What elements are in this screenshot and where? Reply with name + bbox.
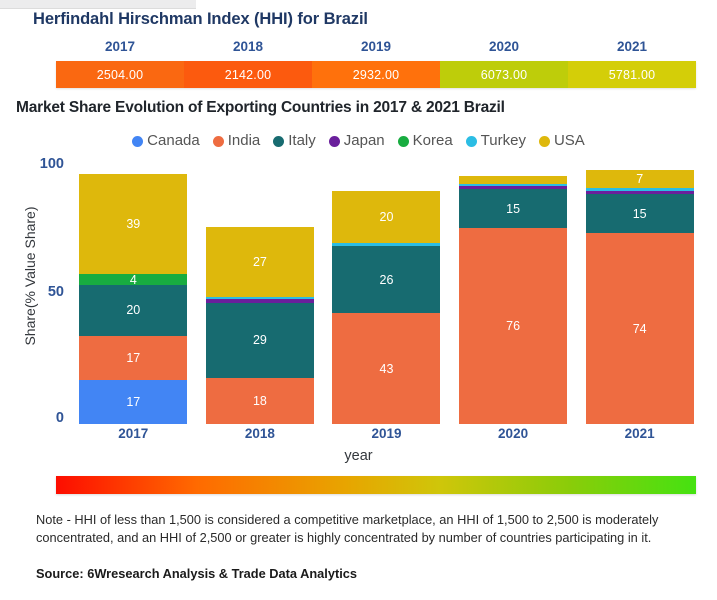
legend-item-japan[interactable]: Japan — [328, 132, 385, 149]
bar-column-2018: 18 29 27 — [197, 166, 324, 424]
bar-segment-2017-usa[interactable]: 39 — [79, 173, 188, 275]
y-axis-tick-50: 50 — [47, 284, 64, 300]
bar-stack-2017[interactable]: 17 17 20 4 39 — [79, 173, 188, 424]
legend-swatch-icon-korea — [397, 135, 409, 147]
bar-segment-2021-turkey[interactable] — [585, 188, 694, 192]
bar-segment-2017-india[interactable]: 17 — [79, 336, 188, 381]
bar-segment-2017-korea[interactable]: 4 — [79, 274, 188, 285]
legend-swatch-icon-canada — [132, 135, 144, 147]
window-chrome-strip — [0, 0, 196, 9]
y-axis-tick-0: 0 — [55, 410, 64, 426]
bar-segment-2019-india[interactable]: 43 — [332, 313, 441, 424]
hhi-year-2020: 2020 — [488, 39, 520, 54]
legend-label: Italy — [288, 132, 316, 149]
bar-column-2017: 17 17 20 4 39 — [70, 166, 197, 424]
stacked-bars-container: 17 17 20 4 39 18 29 27 43 26 20 76 15 74 15 7 — [70, 166, 703, 424]
bar-segment-2020-italy[interactable]: 15 — [459, 189, 568, 228]
x-axis-tick-2018: 2018 — [244, 426, 275, 441]
x-axis-tick-row: 2017 2018 2019 2020 2021 — [70, 426, 703, 441]
x-axis-tick-2019: 2019 — [371, 426, 402, 441]
legend-label: USA — [553, 132, 585, 149]
legend-swatch-icon-india — [212, 135, 224, 147]
legend-label: Turkey — [480, 132, 526, 149]
bar-segment-2017-canada[interactable]: 17 — [79, 380, 188, 424]
bar-segment-2021-japan[interactable] — [585, 191, 694, 195]
legend-item-canada[interactable]: Canada — [132, 133, 200, 149]
bar-segment-2021-usa[interactable]: 7 — [585, 170, 694, 189]
bar-segment-2018-italy[interactable]: 29 — [205, 302, 314, 378]
bar-segment-2018-japan[interactable] — [205, 298, 314, 303]
chart-title: Market Share Evolution of Exporting Coun… — [16, 99, 505, 116]
footer-source: Source: 6Wresearch Analysis & Trade Data… — [36, 566, 358, 581]
bar-segment-2021-italy[interactable]: 15 — [585, 194, 694, 234]
bar-segment-2019-usa[interactable]: 20 — [332, 191, 441, 243]
hhi-year-2018: 2018 — [232, 39, 264, 54]
hhi-year-2017: 2017 — [104, 39, 136, 54]
bar-segment-2020-turkey[interactable] — [459, 184, 568, 187]
x-axis-tick-2017: 2017 — [118, 426, 149, 441]
hhi-year-2021: 2021 — [616, 39, 648, 54]
hhi-value-cell-2021: 5781.00 — [568, 61, 696, 88]
hhi-value-bar: 2504.00 2142.00 2932.00 6073.00 5781.00 — [56, 61, 696, 88]
legend-item-italy[interactable]: Italy — [273, 133, 316, 149]
hhi-value-cell-2019: 2932.00 — [312, 61, 440, 88]
plot-area: Share(% Value Share) 100 50 0 17 17 20 4 39 1… — [0, 156, 717, 464]
y-axis-tick-100: 100 — [39, 156, 64, 172]
legend-label: Canada — [147, 132, 200, 149]
bar-stack-2021[interactable]: 74 15 7 — [585, 170, 694, 424]
bar-segment-2018-india[interactable]: 18 — [205, 377, 314, 424]
bar-segment-2020-japan[interactable] — [459, 186, 568, 190]
legend-item-turkey[interactable]: Turkey — [465, 132, 526, 149]
legend-swatch-icon-turkey — [465, 135, 477, 147]
legend-label: Korea — [412, 132, 453, 149]
x-axis-tick-2021: 2021 — [624, 426, 655, 441]
legend-swatch-icon-usa — [538, 135, 550, 147]
bar-segment-2018-turkey[interactable] — [205, 297, 314, 299]
bar-segment-2018-usa[interactable]: 27 — [205, 227, 314, 298]
bar-stack-2020[interactable]: 76 15 — [459, 176, 568, 424]
bar-segment-2020-india[interactable]: 76 — [459, 227, 568, 424]
y-axis-label: Share(% Value Share) — [22, 206, 38, 346]
chart-legend: Canada India Italy Japan Korea Turkey USA — [0, 133, 717, 149]
legend-item-usa[interactable]: USA — [538, 132, 585, 149]
hhi-value-cell-2020: 6073.00 — [440, 61, 568, 88]
hhi-value-cell-2018: 2142.00 — [184, 61, 312, 88]
bar-segment-2017-italy[interactable]: 20 — [79, 284, 188, 337]
bar-segment-2020-usa[interactable] — [459, 176, 568, 185]
bar-segment-2021-india[interactable]: 74 — [585, 233, 694, 424]
legend-label: Japan — [343, 132, 385, 149]
legend-item-korea[interactable]: Korea — [397, 132, 453, 149]
bar-segment-2019-turkey[interactable] — [332, 242, 441, 246]
x-axis-label: year — [344, 448, 373, 464]
hhi-gradient-scale-bar — [56, 476, 696, 494]
x-axis-tick-2020: 2020 — [498, 426, 529, 441]
hhi-panel-title: Herfindahl Hirschman Index (HHI) for Bra… — [33, 10, 368, 28]
bar-stack-2018[interactable]: 18 29 27 — [205, 227, 314, 424]
bar-column-2020: 76 15 — [450, 166, 577, 424]
hhi-year-header-row: 2017 2018 2019 2020 2021 — [56, 37, 696, 57]
bar-stack-2019[interactable]: 43 26 20 — [332, 191, 441, 424]
footer-note: Note - HHI of less than 1,500 is conside… — [36, 512, 659, 545]
legend-swatch-icon-japan — [328, 135, 340, 147]
legend-swatch-icon-italy — [273, 135, 285, 147]
legend-label: India — [227, 132, 261, 149]
legend-item-india[interactable]: India — [212, 132, 261, 149]
hhi-value-cell-2017: 2504.00 — [56, 61, 184, 88]
hhi-year-2019: 2019 — [360, 39, 392, 54]
bar-column-2021: 74 15 7 — [576, 166, 703, 424]
bar-segment-2019-italy[interactable]: 26 — [332, 245, 441, 314]
bar-column-2019: 43 26 20 — [323, 166, 450, 424]
